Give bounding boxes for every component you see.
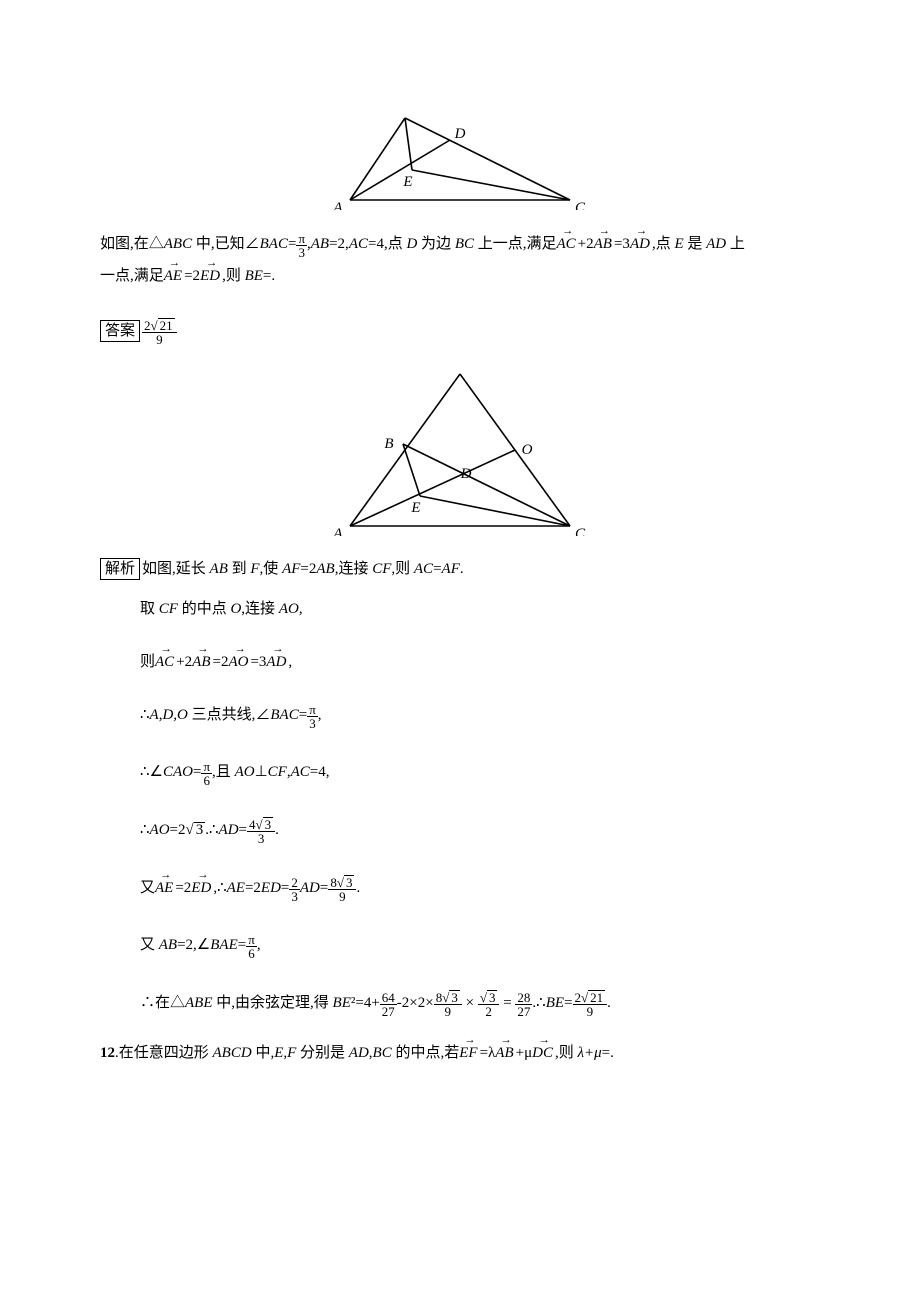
solution-step-8: ∴在△ABE 中,由余弦定理,得 BE²=4+6427-2×2×8√39 × √… [140, 990, 820, 1018]
svg-text:A: A [332, 200, 343, 210]
svg-text:F: F [454, 366, 465, 370]
svg-text:B: B [400, 110, 409, 114]
solution-step-3: ∴A,D,O 三点共线,∠BAC=π3, [140, 703, 820, 730]
svg-text:D: D [460, 466, 472, 482]
svg-text:E: E [410, 500, 420, 516]
solution-heading: 解析如图,延长 AB 到 F,使 AF=2AB,连接 CF,则 AC=AF. [100, 558, 820, 581]
svg-text:D: D [454, 126, 466, 142]
svg-text:B: B [384, 436, 393, 452]
problem-statement-line2: 一点,满足AE=2ED,则 BE=. [100, 265, 820, 288]
solution-step-1: 取 CF 的中点 O,连接 AO, [140, 598, 820, 621]
solution-step-2: 则AC+2AB=2AO=3AD, [140, 651, 820, 674]
solution-step-4: ∴∠CAO=π6,且 AO⊥CF,AC=4, [140, 760, 820, 787]
answer-label: 答案 [100, 320, 140, 342]
figure-2: A C B F O D E [100, 366, 820, 536]
solution-step-6: 又AE=2ED,∴AE=2ED=23AD=8√39. [140, 875, 820, 903]
answer-block: 答案2√219 [100, 318, 820, 346]
question-12: 12.在任意四边形 ABCD 中,E,F 分别是 AD,BC 的中点,若EF=λ… [100, 1042, 820, 1065]
svg-text:C: C [575, 200, 586, 210]
solution-step-5: ∴AO=2√3.∴AD=4√33. [140, 817, 820, 845]
figure-1: A B C D E [100, 110, 820, 210]
solution-step-7: 又 AB=2,∠BAE=π6, [140, 933, 820, 960]
svg-text:A: A [332, 526, 343, 536]
svg-text:E: E [402, 174, 412, 190]
svg-text:O: O [522, 442, 533, 458]
solution-label: 解析 [100, 558, 140, 580]
svg-text:C: C [575, 526, 586, 536]
